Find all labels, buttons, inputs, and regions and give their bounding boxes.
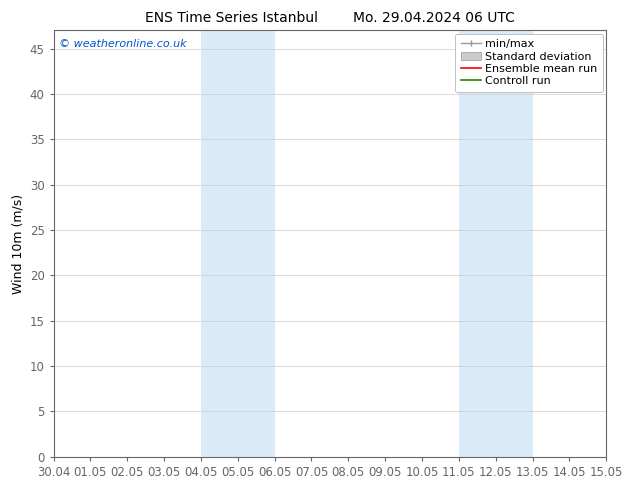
- Bar: [201, 30, 275, 457]
- Legend: min/max, Standard deviation, Ensemble mean run, Controll run: min/max, Standard deviation, Ensemble me…: [455, 34, 603, 92]
- Text: © weatheronline.co.uk: © weatheronline.co.uk: [59, 39, 187, 49]
- Bar: [459, 30, 533, 457]
- Y-axis label: Wind 10m (m/s): Wind 10m (m/s): [11, 194, 24, 294]
- Title: ENS Time Series Istanbul        Mo. 29.04.2024 06 UTC: ENS Time Series Istanbul Mo. 29.04.2024 …: [145, 11, 515, 25]
